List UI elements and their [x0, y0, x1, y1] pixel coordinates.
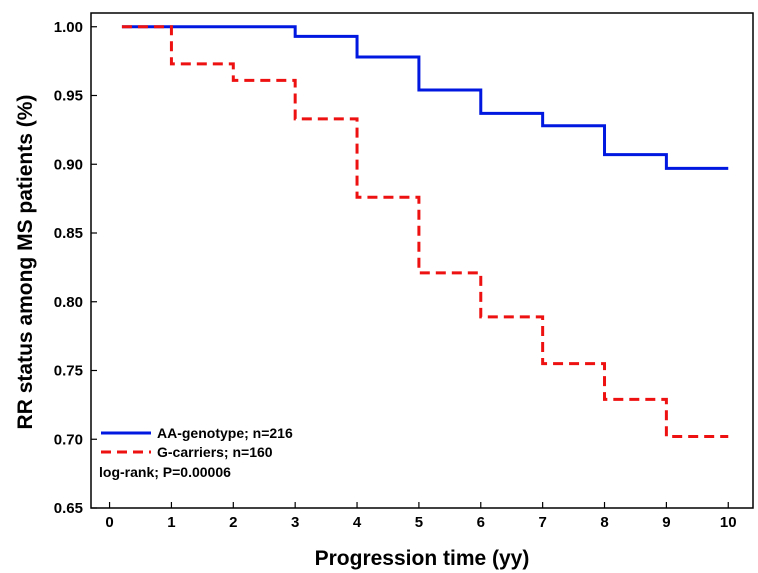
plot-area: [90, 12, 754, 509]
series-layer: [121, 25, 729, 438]
x-tick-label: 2: [229, 514, 237, 531]
x-tick-label: 3: [291, 514, 299, 531]
y-tick-label: 0.75: [54, 363, 83, 380]
x-tick-label: 9: [662, 514, 670, 531]
series-line-g-carriers: [121, 25, 729, 438]
y-tick-label: 0.70: [54, 431, 83, 448]
y-axis-title: RR status among MS patients (%): [14, 95, 37, 430]
y-tick-label: 1.00: [54, 19, 83, 36]
legend-label-g-carriers: G-carriers; n=160: [157, 444, 273, 460]
axis-ticks: 0 1 2 3 4 5 6 7 8 9 10 0.65 0.70 0.75 0.80 0.85 0.90 0.95…: [54, 19, 737, 531]
x-tick-label: 8: [600, 514, 608, 531]
y-tick-label: 0.95: [54, 88, 83, 105]
x-tick-label: 1: [167, 514, 175, 531]
y-tick-label: 0.80: [54, 294, 83, 311]
legend-label-aa-genotype: AA-genotype; n=216: [157, 425, 293, 441]
y-tick-label: 0.65: [54, 500, 83, 517]
series-line-aa-genotype: [121, 25, 729, 170]
y-tick-label: 0.85: [54, 225, 83, 242]
legend: AA-genotype; n=216 G-carriers; n=160 log-r…: [99, 425, 293, 480]
x-tick-label: 5: [415, 514, 423, 531]
x-tick-label: 6: [477, 514, 485, 531]
y-tick-label: 0.90: [54, 156, 83, 173]
x-tick-label: 7: [538, 514, 546, 531]
log-rank-annotation: log-rank; P=0.00006: [99, 464, 231, 480]
x-tick-label: 10: [720, 514, 737, 531]
x-axis-title: Progression time (yy): [315, 547, 530, 570]
x-tick-label: 0: [105, 514, 113, 531]
x-tick-label: 4: [353, 514, 362, 531]
